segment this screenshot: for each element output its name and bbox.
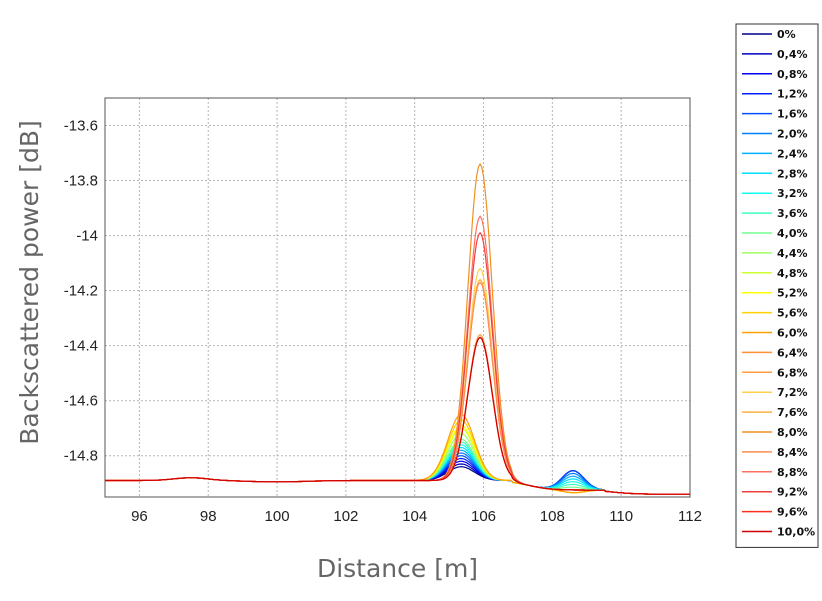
x-axis-label: Distance [m] [317, 554, 478, 583]
legend-entry: 7,6% [777, 406, 808, 419]
legend-entry: 4,0% [777, 227, 808, 240]
legend-entry: 7,2% [777, 386, 808, 399]
x-tick-label: 108 [540, 508, 565, 525]
plot-frame [104, 97, 691, 498]
series-line-24 [105, 336, 690, 495]
series-line-15 [105, 413, 690, 495]
series-line-16 [105, 336, 690, 495]
legend-entry: 5,2% [777, 287, 808, 300]
grid [105, 98, 691, 497]
legend-entry: 4,8% [777, 267, 808, 280]
y-tick-label: -14.6 [64, 393, 98, 410]
legend-entry: 0,4% [777, 48, 808, 61]
series-line-14 [105, 419, 690, 495]
legend-entry: 9,2% [777, 486, 808, 499]
legend-entry: 3,2% [777, 187, 808, 200]
plot-series [105, 162, 690, 495]
series-line-12 [105, 427, 690, 495]
series-line-4 [105, 455, 690, 495]
series-line-17 [105, 333, 690, 495]
series-line-7 [105, 446, 690, 495]
legend-entry: 6,4% [777, 346, 808, 359]
legend-entry: 9,6% [777, 506, 808, 519]
legend-entry: 1,6% [777, 108, 808, 121]
x-tick-label: 104 [402, 508, 427, 525]
y-tick-label: -14.2 [64, 283, 98, 300]
x-tick-label: 98 [200, 508, 217, 525]
y-tick-label: -13.8 [64, 173, 98, 190]
legend-entry: 8,8% [777, 466, 808, 479]
legend-entry: 0,8% [777, 68, 808, 81]
series-line-21 [105, 281, 690, 495]
series-line-23 [105, 231, 690, 495]
series-line-8 [105, 444, 690, 495]
x-tick-label: 106 [471, 508, 496, 525]
series-line-13 [105, 424, 690, 495]
series-line-20 [105, 162, 690, 495]
series-line-18 [105, 267, 690, 495]
legend-entry: 6,0% [777, 327, 808, 340]
legend-entry: 4,4% [777, 247, 808, 260]
series-line-3 [105, 457, 690, 495]
legend-entry: 5,6% [777, 307, 808, 320]
series-line-10 [105, 438, 690, 495]
y-tick-label: -14.8 [64, 448, 98, 465]
y-axis-label: Backscattered power [dB] [15, 120, 44, 444]
x-tick-label: 112 [678, 508, 702, 525]
series-line-22 [105, 215, 690, 495]
x-tick-label: 100 [265, 508, 290, 525]
legend-entry: 1,2% [777, 88, 808, 101]
legend: 0% 0,4% 0,8% 1,2% 1,6% 2,0% 2,4% 2,8% 3,2% 3,6% 4,… [735, 23, 819, 548]
series-line-11 [105, 433, 690, 495]
series-line-25 [105, 336, 690, 495]
legend-entry: 2,8% [777, 167, 808, 180]
x-tick-label: 96 [131, 508, 148, 525]
legend-entry: 10,0% [777, 526, 815, 539]
legend-entry: 6,8% [777, 366, 808, 379]
legend-entry: 8,0% [777, 426, 808, 439]
tick-labels: 96 98 100 102 104 106 108 110 112 -13.6 -13.8 -14 -1… [64, 118, 702, 525]
series-line-6 [105, 449, 690, 495]
series-line-9 [105, 441, 690, 495]
x-tick-label: 110 [609, 508, 633, 525]
series-line-5 [105, 452, 690, 495]
series-line-19 [105, 278, 690, 495]
y-tick-label: -14.4 [64, 338, 98, 355]
legend-entry: 3,6% [777, 207, 808, 220]
y-tick-label: -14 [76, 228, 98, 245]
legend-box [735, 23, 819, 548]
legend-entry: 2,4% [777, 147, 808, 160]
legend-entry: 0% [777, 28, 796, 41]
legend-entry: 8,4% [777, 446, 808, 459]
y-tick-label: -13.6 [64, 118, 98, 135]
legend-entry: 2,0% [777, 128, 808, 141]
x-tick-label: 102 [333, 508, 358, 525]
